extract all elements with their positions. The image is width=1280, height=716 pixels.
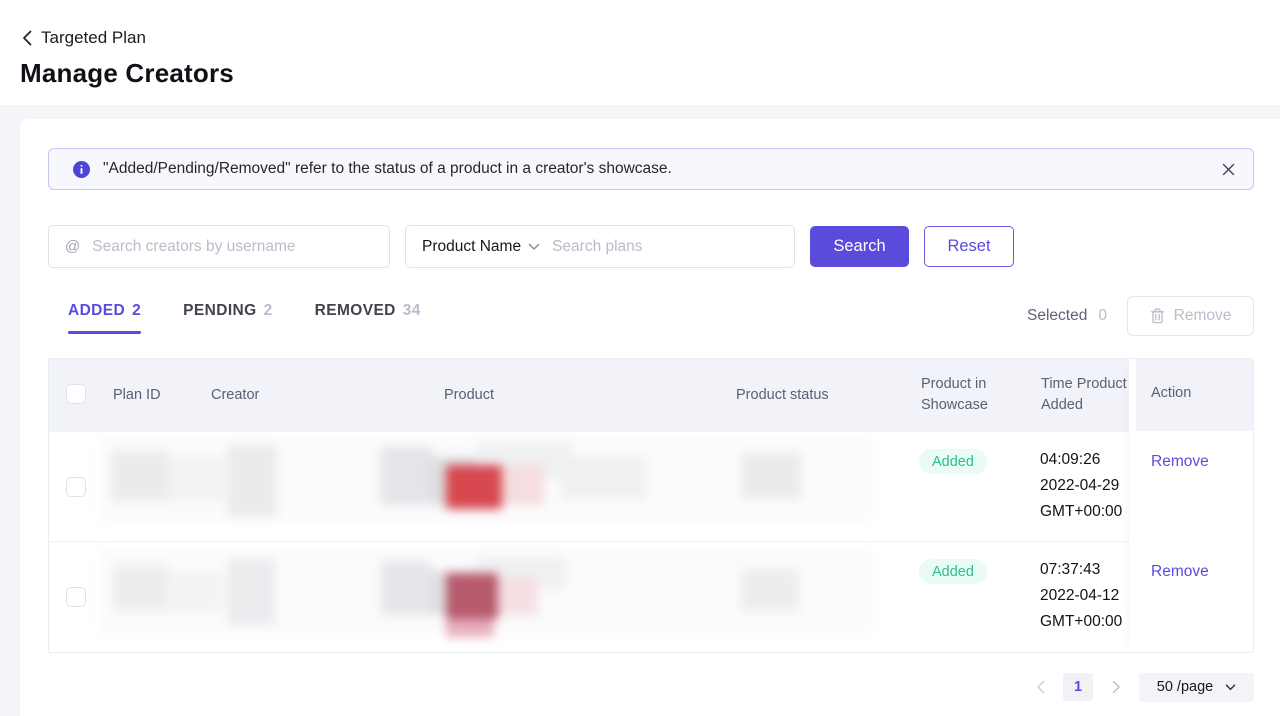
pagination: 1 50 /page (1029, 672, 1254, 702)
tab-pending-label: PENDING (183, 302, 257, 319)
row-checkbox[interactable] (66, 477, 86, 497)
time-value: 04:09:26 (1040, 451, 1101, 468)
action-column-header: Action (1136, 359, 1253, 431)
tab-removed-count: 34 (402, 302, 421, 319)
row-checkbox[interactable] (66, 587, 86, 607)
tab-added[interactable]: ADDED 2 (68, 302, 142, 334)
bulk-remove-button[interactable]: Remove (1127, 296, 1254, 336)
row-remove-link[interactable]: Remove (1151, 563, 1209, 580)
date-value: 2022-04-12 (1040, 587, 1120, 604)
row-remove-link[interactable]: Remove (1151, 453, 1209, 470)
page-size-value: 50 /page (1156, 679, 1214, 695)
tab-removed-label: REMOVED (314, 302, 396, 319)
tab-pending-count: 2 (263, 302, 273, 319)
action-column: Action Remove Remove (1129, 359, 1253, 652)
redacted-row-content (99, 547, 871, 645)
page-number[interactable]: 1 (1063, 673, 1093, 701)
next-page-icon[interactable] (1105, 673, 1127, 701)
creator-search-input[interactable] (92, 237, 379, 256)
back-label: Targeted Plan (41, 28, 146, 47)
banner-message: "Added/Pending/Removed" refer to the sta… (103, 160, 672, 177)
creators-table: Plan ID Creator Product Product status P… (48, 358, 1254, 653)
page-size-select[interactable]: 50 /page (1139, 672, 1254, 702)
selected-label: Selected (1027, 307, 1088, 324)
time-value: 07:37:43 (1040, 561, 1101, 578)
col-action: Action (1151, 385, 1192, 401)
bulk-remove-label: Remove (1173, 307, 1232, 324)
tab-added-count: 2 (132, 302, 142, 319)
col-product-status: Product status (736, 387, 829, 403)
col-product: Product (444, 387, 494, 403)
redacted-row-content (99, 435, 871, 533)
tab-added-label: ADDED (68, 302, 126, 319)
page-header: Targeted Plan Manage Creators (0, 0, 1280, 105)
col-product-in-showcase: Product in Showcase (921, 376, 988, 413)
time-added-cell: 04:09:26 2022-04-29 GMT+00:00 (1040, 447, 1150, 525)
reset-button[interactable]: Reset (924, 226, 1014, 267)
status-badge: Added (919, 559, 987, 584)
back-link[interactable]: Targeted Plan (22, 28, 146, 48)
search-button[interactable]: Search (810, 226, 909, 267)
creator-search-field[interactable]: @ (48, 225, 390, 268)
date-value: 2022-04-29 (1040, 477, 1120, 494)
chevron-down-icon (528, 243, 540, 250)
tab-pending[interactable]: PENDING 2 (183, 302, 272, 334)
content-card: "Added/Pending/Removed" refer to the sta… (20, 119, 1280, 716)
chevron-left-icon (23, 30, 32, 46)
status-tabs: ADDED 2 PENDING 2 REMOVED 34 (68, 302, 421, 334)
page-title: Manage Creators (20, 58, 234, 88)
timezone-value: GMT+00:00 (1040, 613, 1123, 630)
selected-counter: Selected 0 (1027, 296, 1107, 336)
table-header: Plan ID Creator Product Product status P… (49, 359, 1253, 431)
col-plan-id: Plan ID (113, 387, 161, 403)
timezone-value: GMT+00:00 (1040, 503, 1123, 520)
tab-removed[interactable]: REMOVED 34 (315, 302, 421, 334)
col-time-product-added: Time Product Added (1041, 376, 1127, 413)
status-badge: Added (919, 449, 987, 474)
product-name-select[interactable]: Product Name (422, 237, 522, 255)
info-icon (73, 160, 90, 178)
chevron-down-icon (1225, 683, 1236, 690)
prev-page-icon[interactable] (1029, 673, 1051, 701)
time-added-cell: 07:37:43 2022-04-12 GMT+00:00 (1040, 557, 1150, 635)
plan-search-field[interactable]: Product Name (405, 225, 795, 268)
select-all-checkbox[interactable] (66, 384, 86, 404)
selected-count: 0 (1098, 307, 1107, 324)
at-prefix: @ (65, 238, 81, 255)
close-icon[interactable] (1213, 154, 1243, 184)
trash-icon (1150, 308, 1164, 324)
plan-search-input[interactable] (552, 237, 784, 256)
col-creator: Creator (211, 387, 260, 403)
info-banner: "Added/Pending/Removed" refer to the sta… (48, 148, 1254, 190)
